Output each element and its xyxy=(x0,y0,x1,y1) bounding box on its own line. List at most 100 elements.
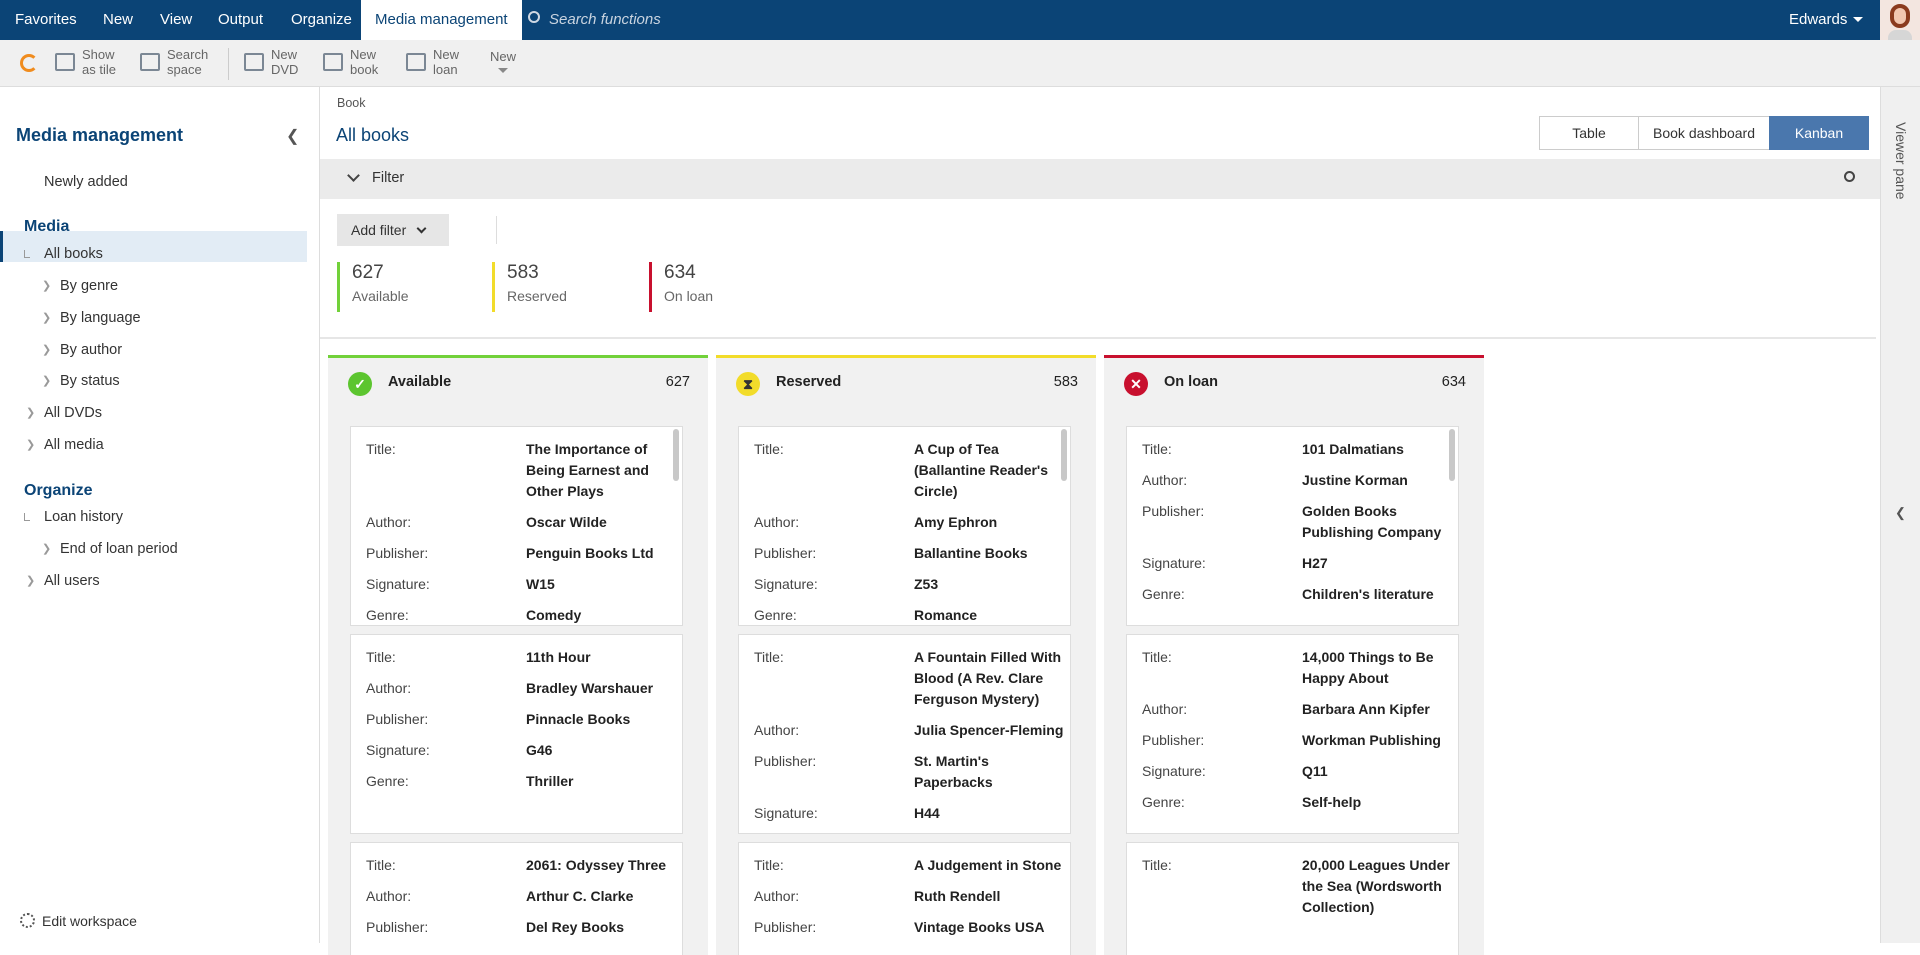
tree-item[interactable]: All users xyxy=(44,573,100,589)
toolbar-button[interactable]: New xyxy=(490,40,570,86)
field-value: Children's literature xyxy=(1302,586,1434,602)
field-label: Genre: xyxy=(1142,794,1185,810)
tree-item[interactable]: By genre xyxy=(60,278,119,294)
card-field: Author: Bradley Warshauer xyxy=(351,678,682,699)
menu-item[interactable]: Favorites xyxy=(15,11,77,28)
toolbar-icon xyxy=(140,53,160,71)
kanban-card[interactable]: Title: 2061: Odyssey Three Author: Arthur C… xyxy=(350,842,683,955)
expand-chevron: ❯ xyxy=(26,439,36,451)
field-label: Signature: xyxy=(754,805,818,821)
edit-workspace[interactable]: Edit workspace xyxy=(42,913,137,929)
field-label: Author: xyxy=(754,722,800,738)
tree-item[interactable]: All media xyxy=(44,437,104,453)
tree-item[interactable]: Loan history xyxy=(44,509,123,525)
column-count: 627 xyxy=(665,374,690,390)
card-field: Author: Amy Ephron xyxy=(739,512,1070,533)
viewer-pane[interactable]: Viewer pane ❮ xyxy=(1880,87,1920,943)
viewer-label: Viewer pane xyxy=(1893,122,1909,200)
field-value: Justine Korman xyxy=(1302,472,1408,488)
view-button[interactable]: Book dashboard xyxy=(1638,116,1770,150)
collapse-button[interactable]: ❮ xyxy=(286,128,300,145)
expand-chevron: ❯ xyxy=(42,344,52,356)
scrollbar xyxy=(673,429,679,481)
menu-item[interactable]: Organize xyxy=(291,11,352,28)
tree-item[interactable]: By status xyxy=(60,373,120,389)
status-icon: ✓ xyxy=(348,372,372,396)
field-label: Genre: xyxy=(366,607,409,623)
card-field: Title: 20,000 Leagues Under the Sea (Word… xyxy=(1127,855,1458,918)
toolbar-button[interactable]: Show as tile xyxy=(55,40,135,86)
expand-button[interactable]: ❮ xyxy=(1895,505,1906,520)
kanban-card[interactable]: Title: 14,000 Things to Be Happy About Aut… xyxy=(1126,634,1459,834)
toolbar-button[interactable]: New book xyxy=(323,40,403,86)
tree-item[interactable]: By author xyxy=(60,342,123,358)
field-label: Publisher: xyxy=(1142,732,1205,748)
kanban-card[interactable]: Title: A Cup of Tea (Ballantine Reader's … xyxy=(738,426,1071,626)
kanban-column: ✓ Available 627 Title: The Importance of Bei… xyxy=(328,355,708,955)
field-label: Genre: xyxy=(1142,586,1185,602)
card-field: Publisher: Del Rey Books xyxy=(351,917,682,938)
status-count: 627 xyxy=(352,262,384,283)
card-field: Genre: Thriller xyxy=(351,771,682,792)
tree-item[interactable]: All DVDs xyxy=(44,405,103,421)
card-field: Publisher: Vintage Books USA xyxy=(739,917,1070,938)
tree-item[interactable]: All books xyxy=(44,246,103,262)
menu-item[interactable]: View xyxy=(160,11,193,28)
tree-item[interactable]: By language xyxy=(60,310,141,326)
field-value: 2061: Odyssey Three xyxy=(526,857,667,873)
card-field: Title: A Judgement in Stone xyxy=(739,855,1070,876)
field-value: Amy Ephron xyxy=(914,514,998,530)
kanban-card[interactable]: Title: 20,000 Leagues Under the Sea (Word… xyxy=(1126,842,1459,955)
toolbar-button[interactable]: New DVD xyxy=(244,40,324,86)
field-label: Signature: xyxy=(366,742,430,758)
field-value: Barbara Ann Kipfer xyxy=(1302,701,1430,717)
toolbar-button[interactable]: Search space xyxy=(140,40,220,86)
expand-chevron: ❯ xyxy=(42,543,52,555)
kanban-card[interactable]: Title: A Fountain Filled With Blood (A Re… xyxy=(738,634,1071,834)
view-button[interactable]: Table xyxy=(1539,116,1639,150)
field-label: Signature: xyxy=(754,576,818,592)
status-count: 634 xyxy=(664,262,696,283)
filter-bar[interactable]: Filter xyxy=(320,159,1880,199)
column-count: 634 xyxy=(1441,374,1466,390)
breadcrumb[interactable]: Book xyxy=(337,96,366,110)
field-label: Genre: xyxy=(754,607,797,623)
field-value: Q11 xyxy=(1302,763,1328,779)
card-field: Genre: Self-help xyxy=(1127,792,1458,813)
toolbar-button[interactable]: New loan xyxy=(406,40,486,86)
kanban-card[interactable]: Title: 101 Dalmatians Author: Justine Korma… xyxy=(1126,426,1459,626)
kanban-card[interactable]: Title: The Importance of Being Earnest an… xyxy=(350,426,683,626)
column-title: Reserved xyxy=(776,374,842,390)
toolbar-label: New xyxy=(350,47,377,62)
add-filter-button[interactable]: Add filter xyxy=(337,214,449,246)
field-label: Signature: xyxy=(1142,763,1206,779)
user-menu[interactable]: Edwards xyxy=(1789,11,1848,28)
menu-item[interactable]: New xyxy=(103,11,134,28)
tree-item[interactable]: End of loan period xyxy=(60,541,178,557)
tree-item[interactable]: Newly added xyxy=(44,174,128,190)
toolbar-label: New xyxy=(433,47,460,62)
tree-connector xyxy=(24,250,30,258)
field-label: Author: xyxy=(754,888,800,904)
filter-search[interactable] xyxy=(1844,171,1855,182)
field-value: Bradley Warshauer xyxy=(526,680,654,696)
field-value: Vintage Books USA xyxy=(914,919,1045,935)
kanban-card[interactable]: Title: 11th Hour Author: Bradley Warshauer P… xyxy=(350,634,683,834)
menu-item[interactable]: Media management xyxy=(361,0,522,40)
column-title: On loan xyxy=(1164,374,1218,390)
field-label: Author: xyxy=(1142,472,1188,488)
search-box[interactable]: Search functions xyxy=(549,11,661,28)
avatar[interactable] xyxy=(1880,0,1920,40)
view-button[interactable]: Kanban xyxy=(1769,116,1869,150)
kanban-column: ✕ On loan 634 Title: 101 Dalmatians Author: Ju… xyxy=(1104,355,1484,955)
field-value: Ruth Rendell xyxy=(914,888,1001,904)
user-caret xyxy=(1853,17,1863,27)
toolbar-label: New xyxy=(490,49,517,64)
field-label: Publisher: xyxy=(366,919,429,935)
expand-chevron: ❯ xyxy=(42,280,52,292)
kanban-card[interactable]: Title: A Judgement in Stone Author: Ruth Re… xyxy=(738,842,1071,955)
menu-item[interactable]: Output xyxy=(218,11,264,28)
refresh-button[interactable] xyxy=(20,54,38,72)
field-value: Golden Books Publishing Company xyxy=(1302,503,1442,540)
status-icon: ✕ xyxy=(1124,372,1148,396)
